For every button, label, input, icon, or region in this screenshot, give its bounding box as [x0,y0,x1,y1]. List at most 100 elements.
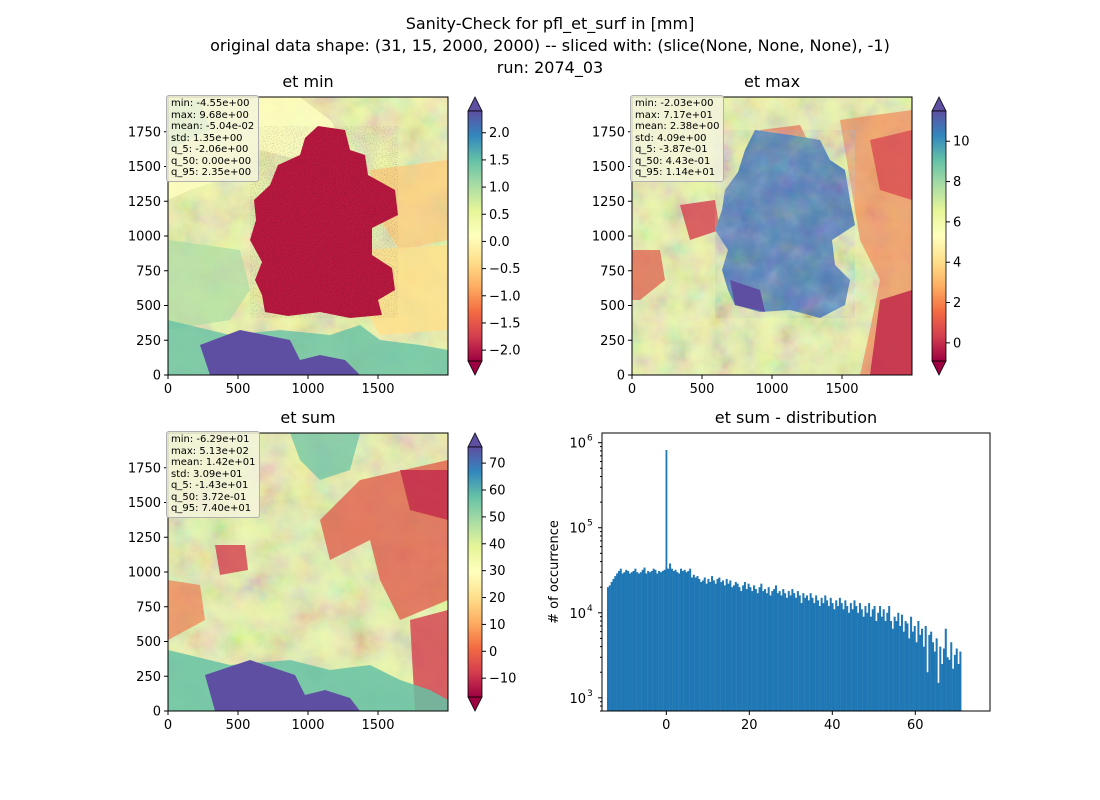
histogram-bar [745,589,748,711]
histogram-bar [795,597,798,711]
histogram-bar [879,606,882,711]
histogram-bar [720,582,723,711]
histogram-bar [959,651,962,711]
y-tick-label: 750 [136,600,161,615]
x-tick-label: 40 [824,718,841,733]
histogram-bar [924,625,927,711]
histogram-bar [877,612,880,711]
histogram-bar [897,612,900,711]
histogram-bar [815,595,818,711]
stat-line: min: -4.55e+00 [171,98,250,109]
histogram-bar [712,580,715,711]
histogram-bar [811,597,814,711]
stat-line: min: -6.29e+01 [171,434,250,445]
histogram-bar [800,603,803,711]
histogram-bar [628,573,631,711]
stat-line: q_5: -1.43e+01 [171,480,249,491]
histogram-bar [944,628,947,711]
colorbar-extend-min [467,360,483,376]
y-tick-label: 250 [600,334,625,349]
y-tick-label: 500 [136,299,161,314]
colorbar-et-sum: −10 0 10 20 30 40 50 60 70 [467,432,516,712]
colorbar-body [467,446,483,698]
histogram-bar [749,587,752,711]
colorbar-tick-label: 2.0 [489,126,510,141]
histogram-bar [827,606,830,711]
histogram-bar [754,589,757,711]
histogram-bar [849,603,852,711]
histogram-bar [906,623,909,711]
histogram-bar [617,570,620,711]
histogram-bar [813,603,816,711]
histogram-bar [917,621,920,711]
panel-title-et-sum-distribution: et sum - distribution [714,408,878,427]
histogram-bar [864,606,867,711]
histogram-spike-bar [665,450,668,711]
colorbar-body [467,110,483,362]
histogram-bar [714,583,717,711]
y-tick-label: 10 [569,437,586,452]
histogram-bar [742,585,745,711]
histogram-bar [837,606,840,711]
histogram-bar [674,569,677,711]
histogram-bar [855,606,858,711]
stat-line: max: 9.68e+00 [171,109,249,121]
colorbar-tick-label: −0.5 [489,262,521,277]
histogram-bar [762,591,765,711]
x-tick-label: 500 [226,382,251,397]
histogram-bar [833,609,836,711]
histogram-bar [612,578,615,711]
histogram-bar [743,582,746,711]
y-tick-exponent: 3 [587,689,593,699]
histogram-bar [831,603,834,711]
histogram-bar [780,595,783,711]
histogram-bar [862,616,865,711]
x-tick-label: 1500 [825,382,858,397]
x-tick-label: 60 [907,718,924,733]
histogram-bar [919,634,922,711]
histogram-bar [857,612,860,711]
stat-line: q_95: 1.14e+01 [635,167,716,178]
stat-line: mean: 2.38e+00 [635,121,720,132]
y-axis-label: # of occurrence [547,520,562,624]
histogram-bar [709,582,712,711]
histogram-bar [933,651,936,711]
histogram-bar [736,583,739,711]
axes-et-min: 0 500 1000 1500 0 250 500 750 1000 1250 1500 1750 [128,96,449,397]
y-tick-exponent: 6 [587,434,593,444]
histogram-bar [738,587,741,711]
y-tick-label: 750 [136,264,161,279]
histogram-bar [802,593,805,711]
colorbar-tick-label: 30 [489,564,506,579]
stat-line: q_95: 7.40e+01 [171,503,252,514]
histogram-bar [769,595,772,711]
histogram-bar [669,563,672,711]
histogram-bar [793,593,796,711]
y-tick-label: 0 [153,369,161,384]
figure-title-line-3: run: 2074_03 [496,58,604,77]
histogram-bar [807,600,810,711]
histogram-bar [816,600,819,711]
histogram-bar [683,569,686,711]
histogram-bar [926,672,929,711]
colorbar-extend-max [931,96,947,112]
histogram-bar [911,631,914,711]
y-tick-label: 250 [136,670,161,685]
stat-line: q_50: 0.00e+00 [171,155,252,167]
colorbar-extend-max [467,432,483,448]
colorbar-extend-max [467,96,483,112]
y-tick-label: 0 [617,369,625,384]
histogram-bar [891,628,894,711]
y-tick-label: 1000 [592,230,625,245]
figure-title-line-2: original data shape: (31, 15, 2000, 2000… [210,36,890,55]
x-tick-label: 500 [690,382,715,397]
histogram-bar [882,609,885,711]
histogram-bar [789,595,792,711]
y-tick-exponent: 5 [587,519,593,529]
histogram-bar [639,572,642,711]
histogram-bar [782,589,785,711]
y-tick-label: 250 [136,334,161,349]
heatmap-et-sum [168,433,448,711]
histogram-bar [889,621,893,711]
stat-line: min: -2.03e+00 [635,98,714,109]
